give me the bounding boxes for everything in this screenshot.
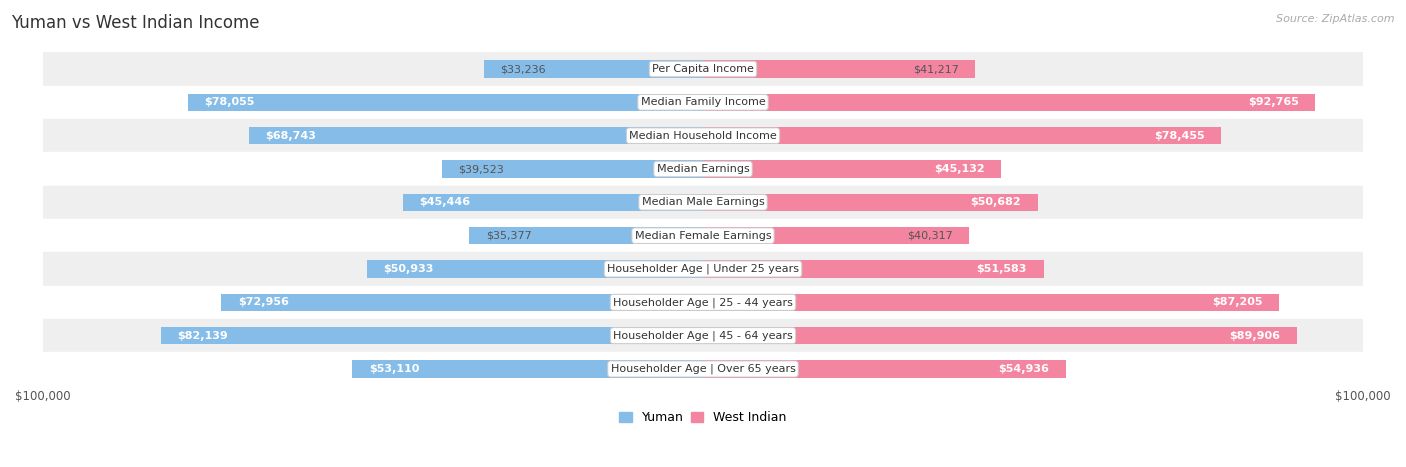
Bar [42,286,1364,319]
Bar [703,160,1001,177]
Bar [404,194,703,211]
Text: Householder Age | 25 - 44 years: Householder Age | 25 - 44 years [613,297,793,308]
Bar [42,219,1364,252]
Text: $87,205: $87,205 [1212,297,1263,307]
Bar [42,186,1364,219]
Text: Householder Age | Under 25 years: Householder Age | Under 25 years [607,264,799,274]
Text: Yuman vs West Indian Income: Yuman vs West Indian Income [11,14,260,32]
Bar [484,60,703,78]
Text: Source: ZipAtlas.com: Source: ZipAtlas.com [1277,14,1395,24]
Bar [703,327,1296,344]
Text: $35,377: $35,377 [486,231,531,241]
Bar [703,94,1316,111]
Text: Householder Age | 45 - 64 years: Householder Age | 45 - 64 years [613,330,793,341]
Text: $50,933: $50,933 [384,264,433,274]
Bar [42,352,1364,386]
Bar [221,294,703,311]
Text: Median Earnings: Median Earnings [657,164,749,174]
Text: Median Family Income: Median Family Income [641,97,765,107]
Text: $72,956: $72,956 [238,297,288,307]
Text: Median Male Earnings: Median Male Earnings [641,198,765,207]
Text: $82,139: $82,139 [177,331,228,340]
Text: Median Household Income: Median Household Income [628,131,778,141]
Bar [42,252,1364,286]
Text: $68,743: $68,743 [266,131,316,141]
Bar [42,319,1364,352]
Bar [703,60,976,78]
Text: $51,583: $51,583 [977,264,1026,274]
Text: $40,317: $40,317 [907,231,953,241]
Bar [42,152,1364,186]
Text: $39,523: $39,523 [458,164,505,174]
Text: $54,936: $54,936 [998,364,1049,374]
Text: $89,906: $89,906 [1229,331,1279,340]
Bar [42,52,1364,85]
Bar [703,294,1278,311]
Text: $45,132: $45,132 [934,164,984,174]
Bar [367,260,703,278]
Text: $92,765: $92,765 [1249,97,1299,107]
Bar [42,119,1364,152]
Bar [353,361,703,378]
Bar [703,127,1220,144]
Text: $41,217: $41,217 [912,64,959,74]
Text: $78,455: $78,455 [1154,131,1205,141]
Bar [703,194,1038,211]
Bar [703,260,1043,278]
Text: $78,055: $78,055 [204,97,254,107]
Text: $50,682: $50,682 [970,198,1021,207]
Text: Householder Age | Over 65 years: Householder Age | Over 65 years [610,364,796,374]
Bar [441,160,703,177]
Bar [249,127,703,144]
Bar [187,94,703,111]
Legend: Yuman, West Indian: Yuman, West Indian [614,406,792,429]
Text: $45,446: $45,446 [419,198,471,207]
Bar [703,361,1066,378]
Text: Per Capita Income: Per Capita Income [652,64,754,74]
Bar [160,327,703,344]
Bar [703,227,969,244]
Bar [42,85,1364,119]
Bar [470,227,703,244]
Text: Median Female Earnings: Median Female Earnings [634,231,772,241]
Text: $53,110: $53,110 [368,364,419,374]
Text: $33,236: $33,236 [501,64,546,74]
